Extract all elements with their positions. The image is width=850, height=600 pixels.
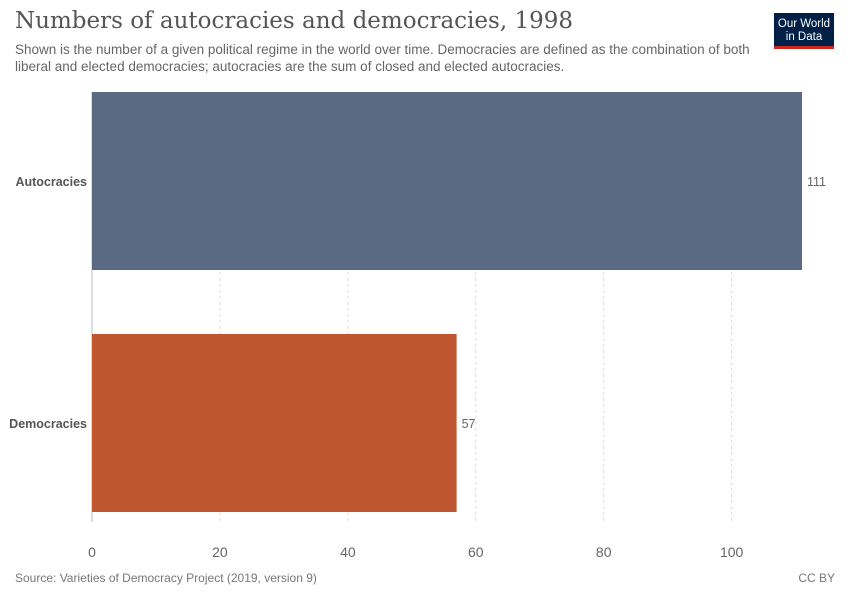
owid-logo[interactable]: Our World in Data [774, 13, 834, 49]
x-tick-label: 60 [468, 544, 484, 560]
license-label[interactable]: CC BY [798, 571, 835, 585]
bar-democracies[interactable] [92, 334, 457, 512]
category-label: Autocracies [15, 175, 87, 189]
x-axis-ticks: 0 20 40 60 80 100 [88, 544, 743, 560]
value-label: 111 [807, 175, 826, 189]
chart-subtitle: Shown is the number of a given political… [15, 42, 750, 74]
x-tick-label: 0 [88, 544, 96, 560]
chart-title: Numbers of autocracies and democracies, … [15, 8, 573, 34]
x-tick-label: 40 [340, 544, 356, 560]
value-label: 57 [462, 417, 476, 431]
bar-autocracies[interactable] [92, 92, 802, 270]
logo-line-2: in Data [785, 31, 823, 43]
bars [92, 92, 802, 512]
x-tick-label: 20 [212, 544, 228, 560]
logo-line-1: Our World [777, 18, 831, 30]
labels: Autocracies 111 Democracies 57 [9, 175, 826, 431]
x-tick-label: 100 [720, 544, 744, 560]
x-tick-label: 80 [596, 544, 612, 560]
category-label: Democracies [9, 417, 87, 431]
source-note: Source: Varieties of Democracy Project (… [15, 571, 317, 585]
